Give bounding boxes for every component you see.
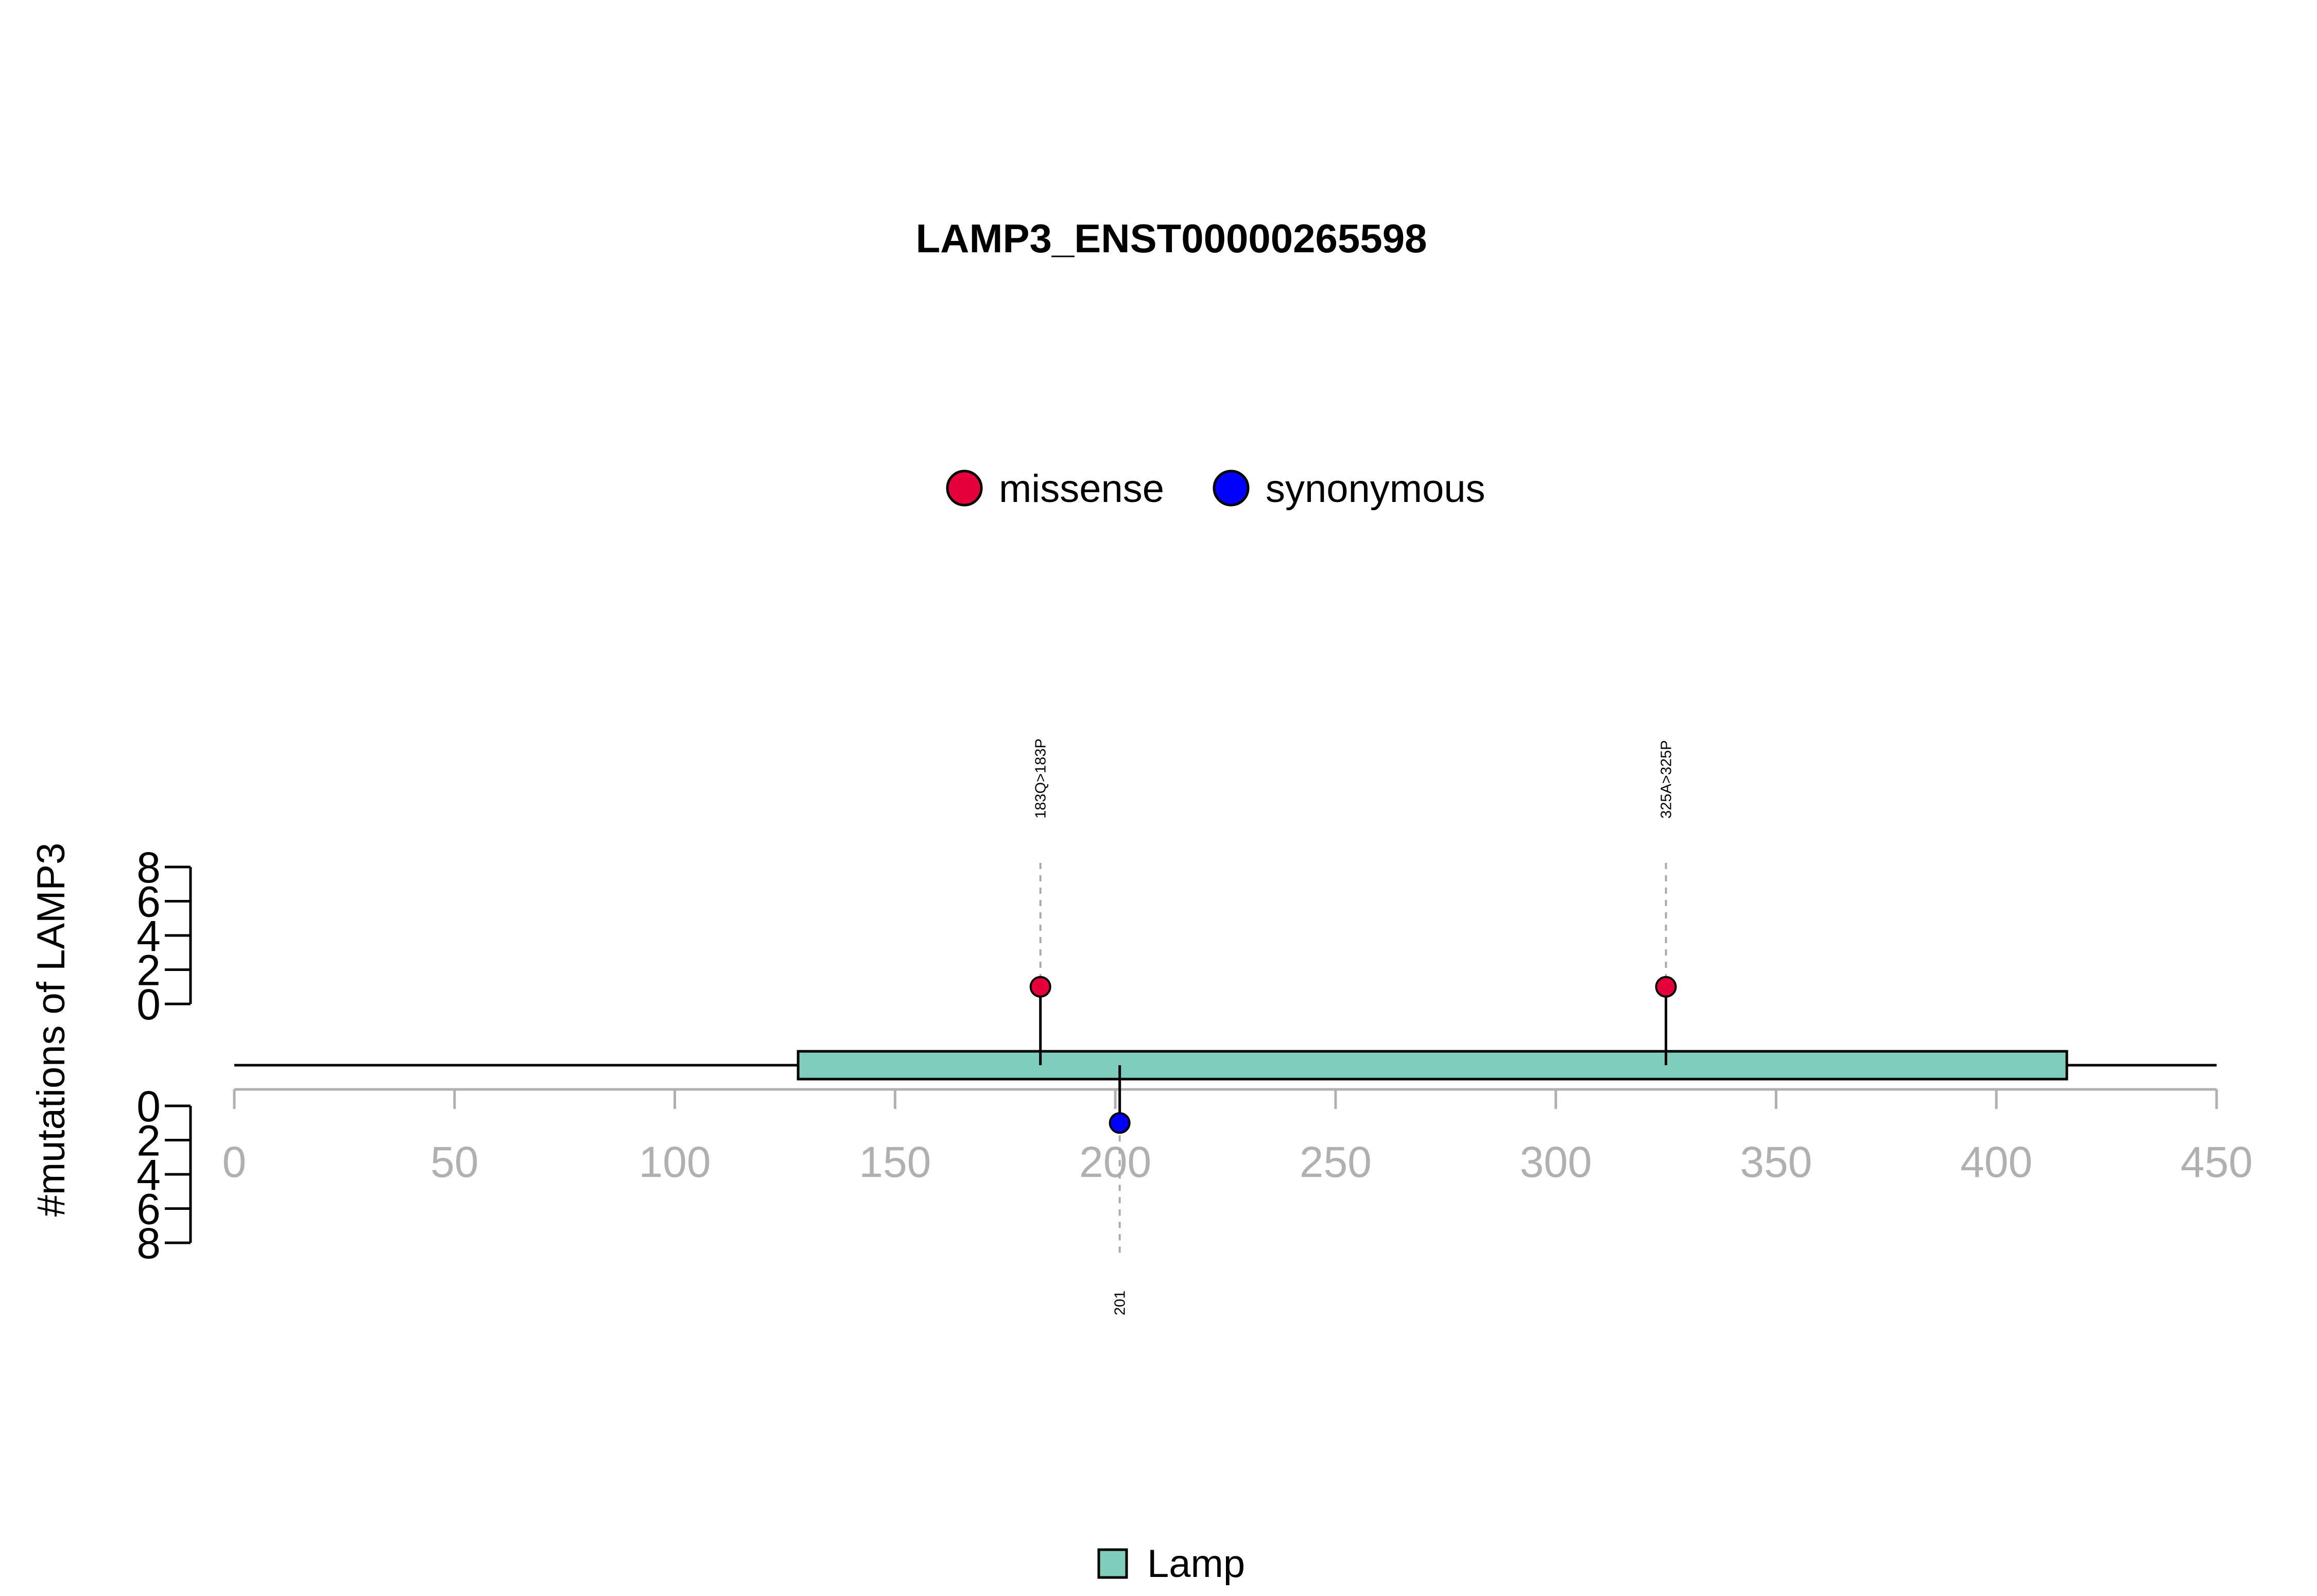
legend-label-missense: missense [999, 467, 1164, 511]
y-axis-label: #mutations of LAMP3 [29, 843, 73, 1217]
legend-item-synonymous: synonymous [1213, 467, 1485, 511]
mutation-missense: 183Q>183P [1029, 738, 1051, 1065]
y-axis-bottom-tick-label: 8 [136, 1219, 161, 1268]
y-axis-bottom-tick-label: 6 [136, 1185, 161, 1234]
legend-label-synonymous: synonymous [1266, 467, 1485, 511]
mutation-label: 201 [1112, 1291, 1129, 1315]
x-tick-label: 300 [1520, 1138, 1592, 1186]
x-tick-label: 150 [859, 1138, 931, 1186]
y-axis-top-tick-label: 0 [136, 980, 161, 1029]
y-axis-bottom-tick-label: 0 [136, 1082, 161, 1131]
y-axis-top-tick-label: 4 [136, 912, 161, 960]
mutation-lollipops: 183Q>183P 325A>325P 201 [1029, 738, 1677, 1315]
domain-legend: Lamp [1097, 1542, 1245, 1586]
mutation-label: 183Q>183P [1033, 738, 1049, 819]
x-tick-label: 0 [222, 1138, 247, 1186]
x-axis: 0 50 100 150 200 250 300 350 400 450 [222, 1088, 2253, 1186]
y-axis-bottom-tick-label: 2 [136, 1117, 161, 1165]
mutation-missense: 325A>325P [1655, 740, 1677, 1065]
x-tick-label: 350 [1740, 1138, 1812, 1186]
legend-swatch-lamp [1097, 1548, 1128, 1579]
mutation-point [1029, 976, 1051, 998]
mutation-synonymous: 201 [1109, 1065, 1131, 1315]
mutation-legend: missense synonymous [946, 467, 1485, 511]
x-tick-label: 50 [430, 1138, 478, 1186]
legend-marker-missense [946, 470, 983, 507]
x-tick-label: 200 [1079, 1138, 1151, 1186]
mutation-label: 325A>325P [1658, 740, 1675, 819]
legend-marker-synonymous [1213, 470, 1250, 507]
mutation-point [1655, 976, 1677, 998]
x-tick-label: 400 [1960, 1138, 2032, 1186]
chart-title: LAMP3_ENST00000265598 [916, 216, 1427, 261]
x-tick-label: 450 [2181, 1138, 2253, 1186]
protein-domains [797, 1050, 2068, 1081]
x-tick-label: 100 [638, 1138, 711, 1186]
y-axis-top-tick-label: 6 [136, 878, 161, 926]
y-axis-top-tick-label: 8 [136, 843, 161, 892]
y-axis-top-tick-label: 2 [136, 946, 161, 995]
mutation-point [1109, 1112, 1131, 1134]
legend-label-lamp: Lamp [1147, 1542, 1245, 1586]
domain-lamp [797, 1050, 2068, 1081]
y-axis-bottom-tick-label: 4 [136, 1151, 161, 1199]
x-tick-label: 250 [1300, 1138, 1372, 1186]
legend-item-missense: missense [946, 467, 1164, 511]
